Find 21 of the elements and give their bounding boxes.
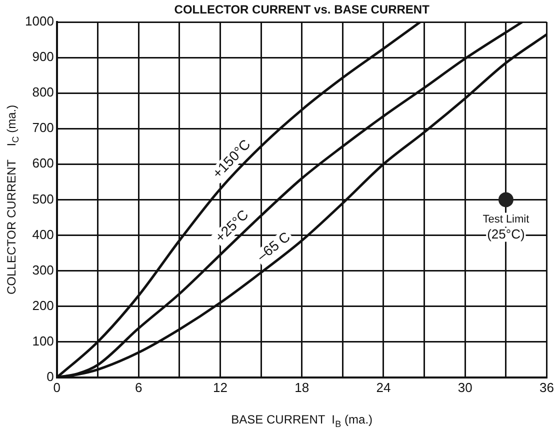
- y-tick-label: 600: [32, 156, 54, 171]
- y-tick-label: 700: [32, 120, 54, 136]
- text: –65 C: [254, 228, 293, 264]
- x-tick-label: 6: [134, 380, 142, 395]
- x-tick-label: 36: [540, 380, 554, 395]
- y-tick-label: 800: [32, 84, 54, 100]
- y-tick-label: 1000: [25, 14, 54, 29]
- chart-title: COLLECTOR CURRENT vs. BASE CURRENT: [174, 2, 430, 16]
- x-tick-label: 30: [458, 380, 472, 395]
- x-tick-label: 18: [294, 380, 310, 395]
- x-tick-label: 24: [376, 380, 391, 395]
- y-tick-label: 300: [32, 262, 54, 278]
- y-tick-label: 200: [32, 298, 54, 313]
- x-tick-label: 12: [212, 380, 228, 395]
- y-axis-title: COLLECTOR CURRENT IC (ma.): [4, 104, 21, 295]
- y-tick-label: 500: [32, 191, 54, 206]
- y-tick-label: 900: [32, 49, 54, 64]
- y-tick-label: 0: [46, 368, 54, 384]
- annotation: Test Limit (25°C): [482, 214, 530, 242]
- y-tick-label: 400: [32, 226, 54, 242]
- y-tick-label: 100: [32, 333, 54, 348]
